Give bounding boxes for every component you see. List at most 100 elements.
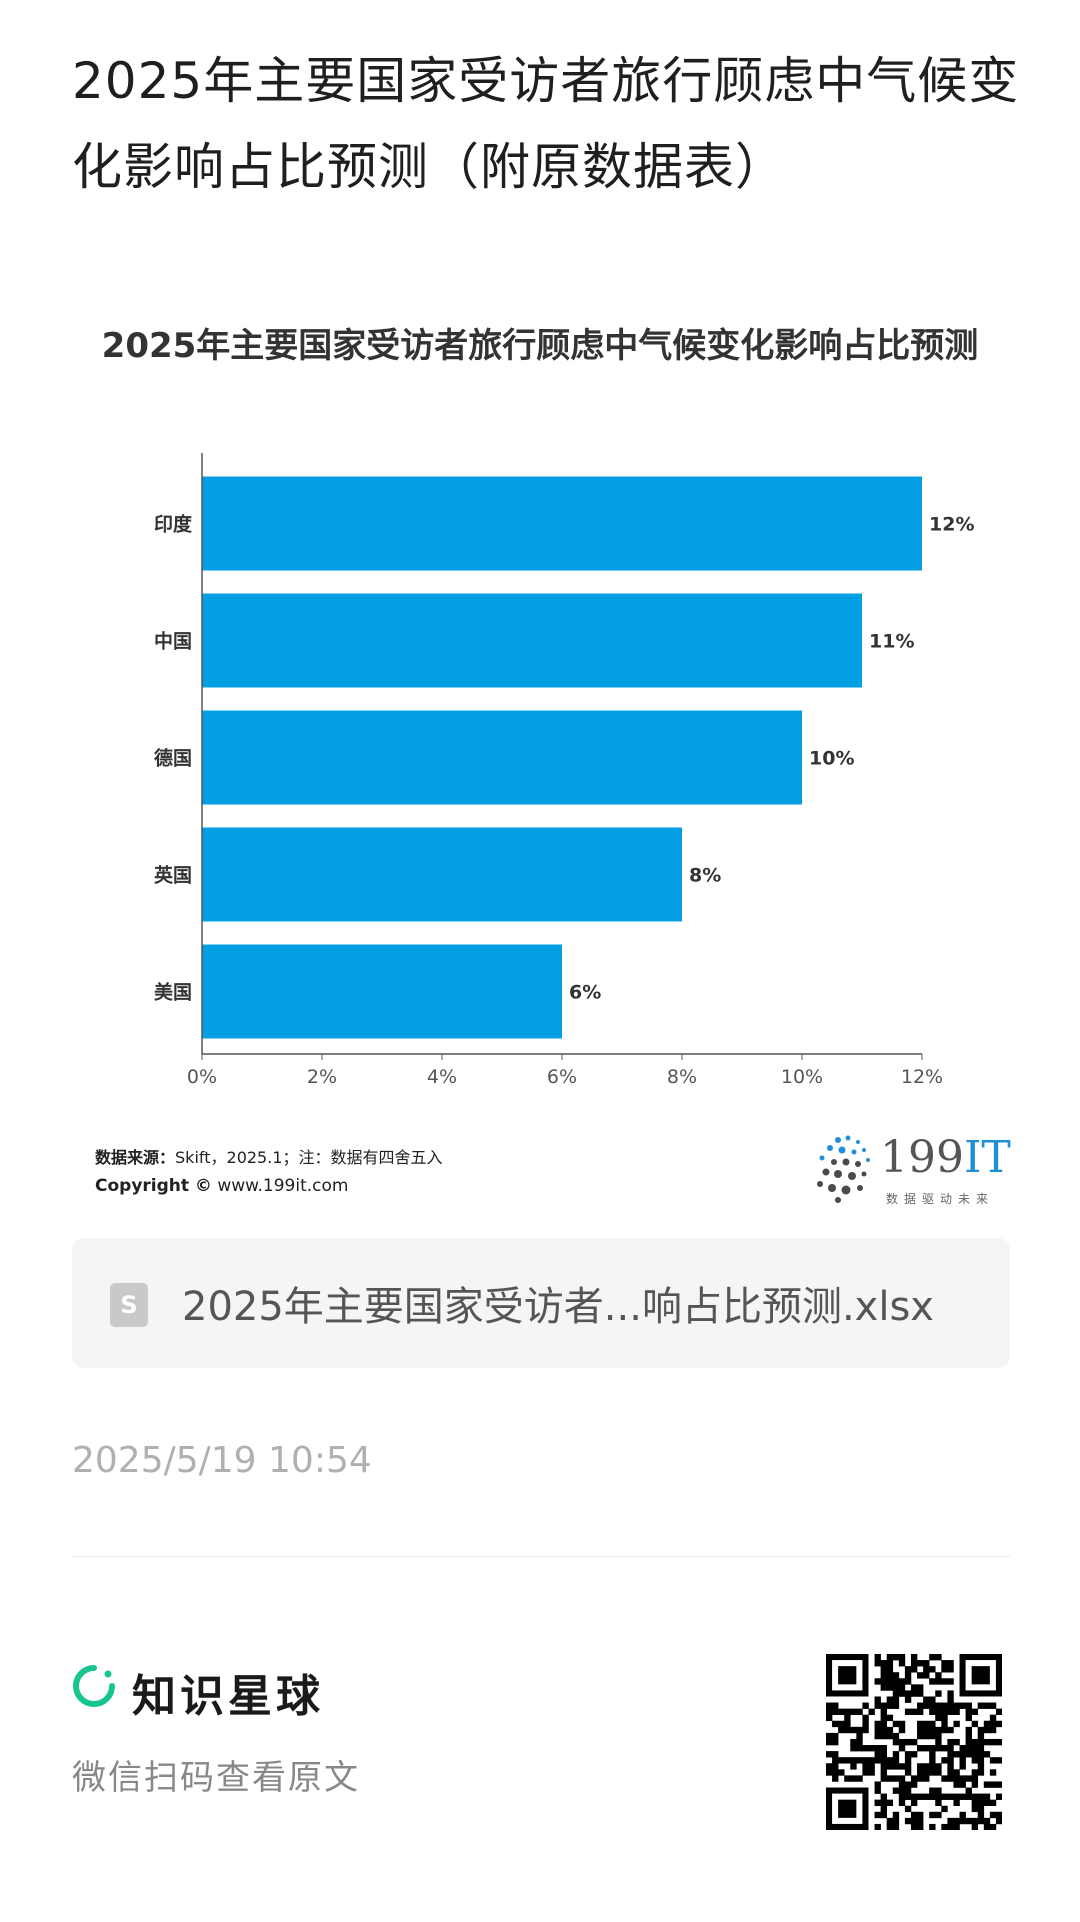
qr-module — [826, 1714, 833, 1722]
qr-module — [977, 1745, 985, 1752]
qr-module — [892, 1817, 900, 1825]
qr-module — [977, 1769, 985, 1776]
qr-module — [904, 1769, 912, 1776]
qr-module — [850, 1708, 857, 1715]
qr-module — [874, 1654, 881, 1661]
bar-2 — [202, 593, 862, 688]
attachment-filename[interactable]: 2025年主要国家受访者...响占比预测.xlsx — [182, 1284, 934, 1330]
x-tick-label: 4% — [427, 1066, 457, 1088]
qr-module — [989, 1714, 997, 1722]
qr-module — [953, 1793, 960, 1800]
qr-module — [868, 1708, 875, 1715]
qr-module — [892, 1720, 900, 1728]
qr-module — [971, 1823, 979, 1830]
source-label: 数据来源： — [95, 1148, 176, 1167]
qr-module — [953, 1781, 960, 1788]
qr-module — [935, 1793, 942, 1800]
qr-module — [983, 1738, 991, 1746]
qr-module — [844, 1714, 851, 1722]
qr-module — [935, 1714, 942, 1722]
qr-module — [929, 1811, 936, 1819]
qr-module — [910, 1660, 918, 1667]
qr-module — [989, 1726, 997, 1734]
qr-module — [971, 1745, 979, 1752]
qr-module — [880, 1763, 887, 1770]
qr-module — [959, 1775, 966, 1782]
qr-module — [983, 1817, 991, 1825]
qr-module — [935, 1672, 942, 1679]
qr-module — [947, 1708, 954, 1715]
qr-code[interactable] — [826, 1654, 1002, 1830]
qr-module — [838, 1726, 845, 1734]
qr-module — [953, 1708, 960, 1715]
qr-module — [947, 1775, 954, 1782]
qr-module — [947, 1696, 954, 1703]
attachment-card[interactable]: S 2025年主要国家受访者...响占比预测.xlsx — [72, 1238, 1010, 1368]
qr-module — [965, 1732, 972, 1740]
qr-module — [965, 1817, 972, 1825]
qr-module — [892, 1684, 900, 1691]
qr-module — [989, 1702, 997, 1709]
qr-module — [923, 1696, 930, 1703]
source-text: Skift，2025.1；注：数据有四舍五入 — [175, 1148, 443, 1167]
qr-module — [959, 1751, 966, 1758]
qr-module — [959, 1702, 966, 1709]
qr-module — [971, 1757, 979, 1764]
qr-module — [880, 1799, 887, 1807]
qr-module — [874, 1726, 881, 1734]
qr-module — [917, 1690, 924, 1697]
qr-module — [856, 1775, 863, 1782]
qr-module — [910, 1654, 918, 1661]
qr-module — [953, 1769, 960, 1776]
qr-module — [947, 1738, 954, 1746]
qr-module — [971, 1751, 979, 1758]
qr-module — [935, 1678, 942, 1685]
qr-module — [947, 1726, 954, 1734]
qr-module — [832, 1702, 839, 1709]
qr-module — [862, 1702, 869, 1709]
qr-module — [904, 1708, 912, 1715]
qr-module — [977, 1799, 985, 1807]
qr-module — [947, 1678, 954, 1685]
qr-module — [862, 1720, 869, 1728]
qr-module — [977, 1738, 985, 1746]
qr-module — [826, 1738, 833, 1746]
qr-module — [953, 1817, 960, 1825]
qr-module — [941, 1702, 948, 1709]
qr-module — [917, 1708, 924, 1715]
post-timestamp: 2025/5/19 10:54 — [72, 1440, 372, 1481]
qr-module — [898, 1799, 906, 1807]
qr-module — [947, 1745, 954, 1752]
chart-title: 2025年主要国家受访者旅行顾虑中气候变化影响占比预测 — [101, 326, 979, 366]
brand-name: 知识星球 — [132, 1671, 324, 1722]
qr-module — [959, 1757, 966, 1764]
qr-module — [935, 1787, 942, 1794]
qr-module — [850, 1763, 857, 1770]
qr-module — [929, 1823, 936, 1830]
qr-module — [971, 1666, 990, 1685]
qr-module — [965, 1787, 972, 1794]
qr-module — [917, 1684, 924, 1691]
qr-module — [917, 1823, 924, 1830]
qr-module — [898, 1684, 906, 1691]
qr-module — [892, 1702, 900, 1709]
qr-module — [904, 1690, 912, 1697]
divider — [72, 1556, 1010, 1557]
qr-module — [965, 1745, 972, 1752]
qr-module — [989, 1823, 997, 1830]
qr-module — [898, 1775, 906, 1782]
qr-module — [826, 1751, 833, 1758]
qr-module — [971, 1799, 979, 1807]
qr-module — [935, 1654, 942, 1661]
qr-module — [838, 1769, 845, 1776]
qr-module — [989, 1738, 997, 1746]
qr-module — [941, 1823, 948, 1830]
qr-module — [904, 1757, 912, 1764]
qr-module — [917, 1763, 924, 1770]
qr-module — [832, 1720, 839, 1728]
qr-module — [850, 1745, 857, 1752]
qr-module — [880, 1660, 887, 1667]
qr-module — [874, 1702, 881, 1709]
qr-module — [874, 1751, 881, 1758]
qr-module — [959, 1781, 966, 1788]
